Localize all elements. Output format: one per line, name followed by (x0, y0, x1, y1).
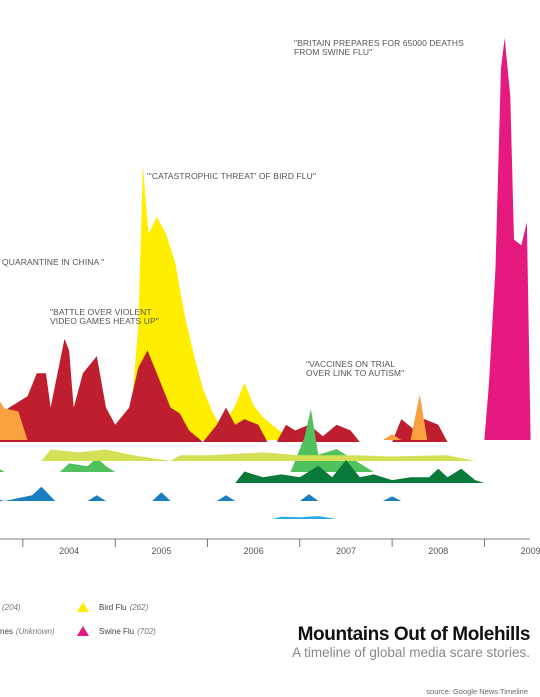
chart-subtitle: A timeline of global media scare stories… (292, 645, 530, 660)
series-area-1 (484, 38, 531, 440)
series-area-5 (41, 449, 476, 461)
legend-item-swine-flu: Swine Flu (702) (99, 627, 156, 636)
x-tick-label-2005: 2005 (151, 546, 171, 556)
series-area-4 (0, 409, 374, 472)
annotation-quarantine: QUARANTINE IN CHINA " (2, 257, 105, 267)
annotation-vaccines: "VACCINES ON TRIAL OVER LINK TO AUTISM" (306, 359, 405, 378)
x-axis: 2004 2005 2006 2007 2008 2009 (0, 538, 540, 556)
legend-label: Bird Flu (99, 603, 127, 612)
source-credit: source: Google News Timeline (426, 687, 528, 696)
annotation-video-games: "BATTLE OVER VIOLENT VIDEO GAMES HEATS U… (50, 307, 159, 326)
legend-count: (204) (2, 603, 21, 612)
x-tick-label-2006: 2006 (244, 546, 264, 556)
series-area-8 (272, 516, 337, 519)
series-layer (0, 38, 531, 519)
series-area-2 (0, 338, 448, 442)
x-tick-label-2008: 2008 (428, 546, 448, 556)
series-area-7 (0, 486, 402, 501)
legend-count: (262) (129, 603, 149, 612)
annotation-bird-flu: "'CATASTROPHIC THREAT' OF BIRD FLU" (147, 171, 316, 181)
series-area-6 (235, 460, 485, 483)
legend-label: Swine Flu (99, 627, 135, 636)
series-area-0 (78, 165, 291, 440)
annotation-swine-flu: "BRITAIN PREPARES FOR 65000 DEATHS FROM … (294, 38, 464, 57)
x-tick-label-2007: 2007 (336, 546, 356, 556)
legend-label: nes (0, 627, 13, 636)
legend-count: (Unknown) (15, 627, 55, 636)
legend-item-1: (204) (2, 603, 21, 612)
x-tick-label-2009: 2009 (521, 546, 540, 556)
chart-title: Mountains Out of Molehills (297, 624, 531, 645)
legend-item-bird-flu: Bird Flu (262) (99, 603, 148, 612)
legend-triangle-bird-flu-icon (77, 602, 89, 612)
legend-item-3: nes (Unknown) (0, 627, 55, 636)
legend-triangle-swine-flu-icon (77, 626, 89, 636)
x-tick-label-2004: 2004 (59, 546, 79, 556)
legend-count: (702) (137, 627, 156, 636)
